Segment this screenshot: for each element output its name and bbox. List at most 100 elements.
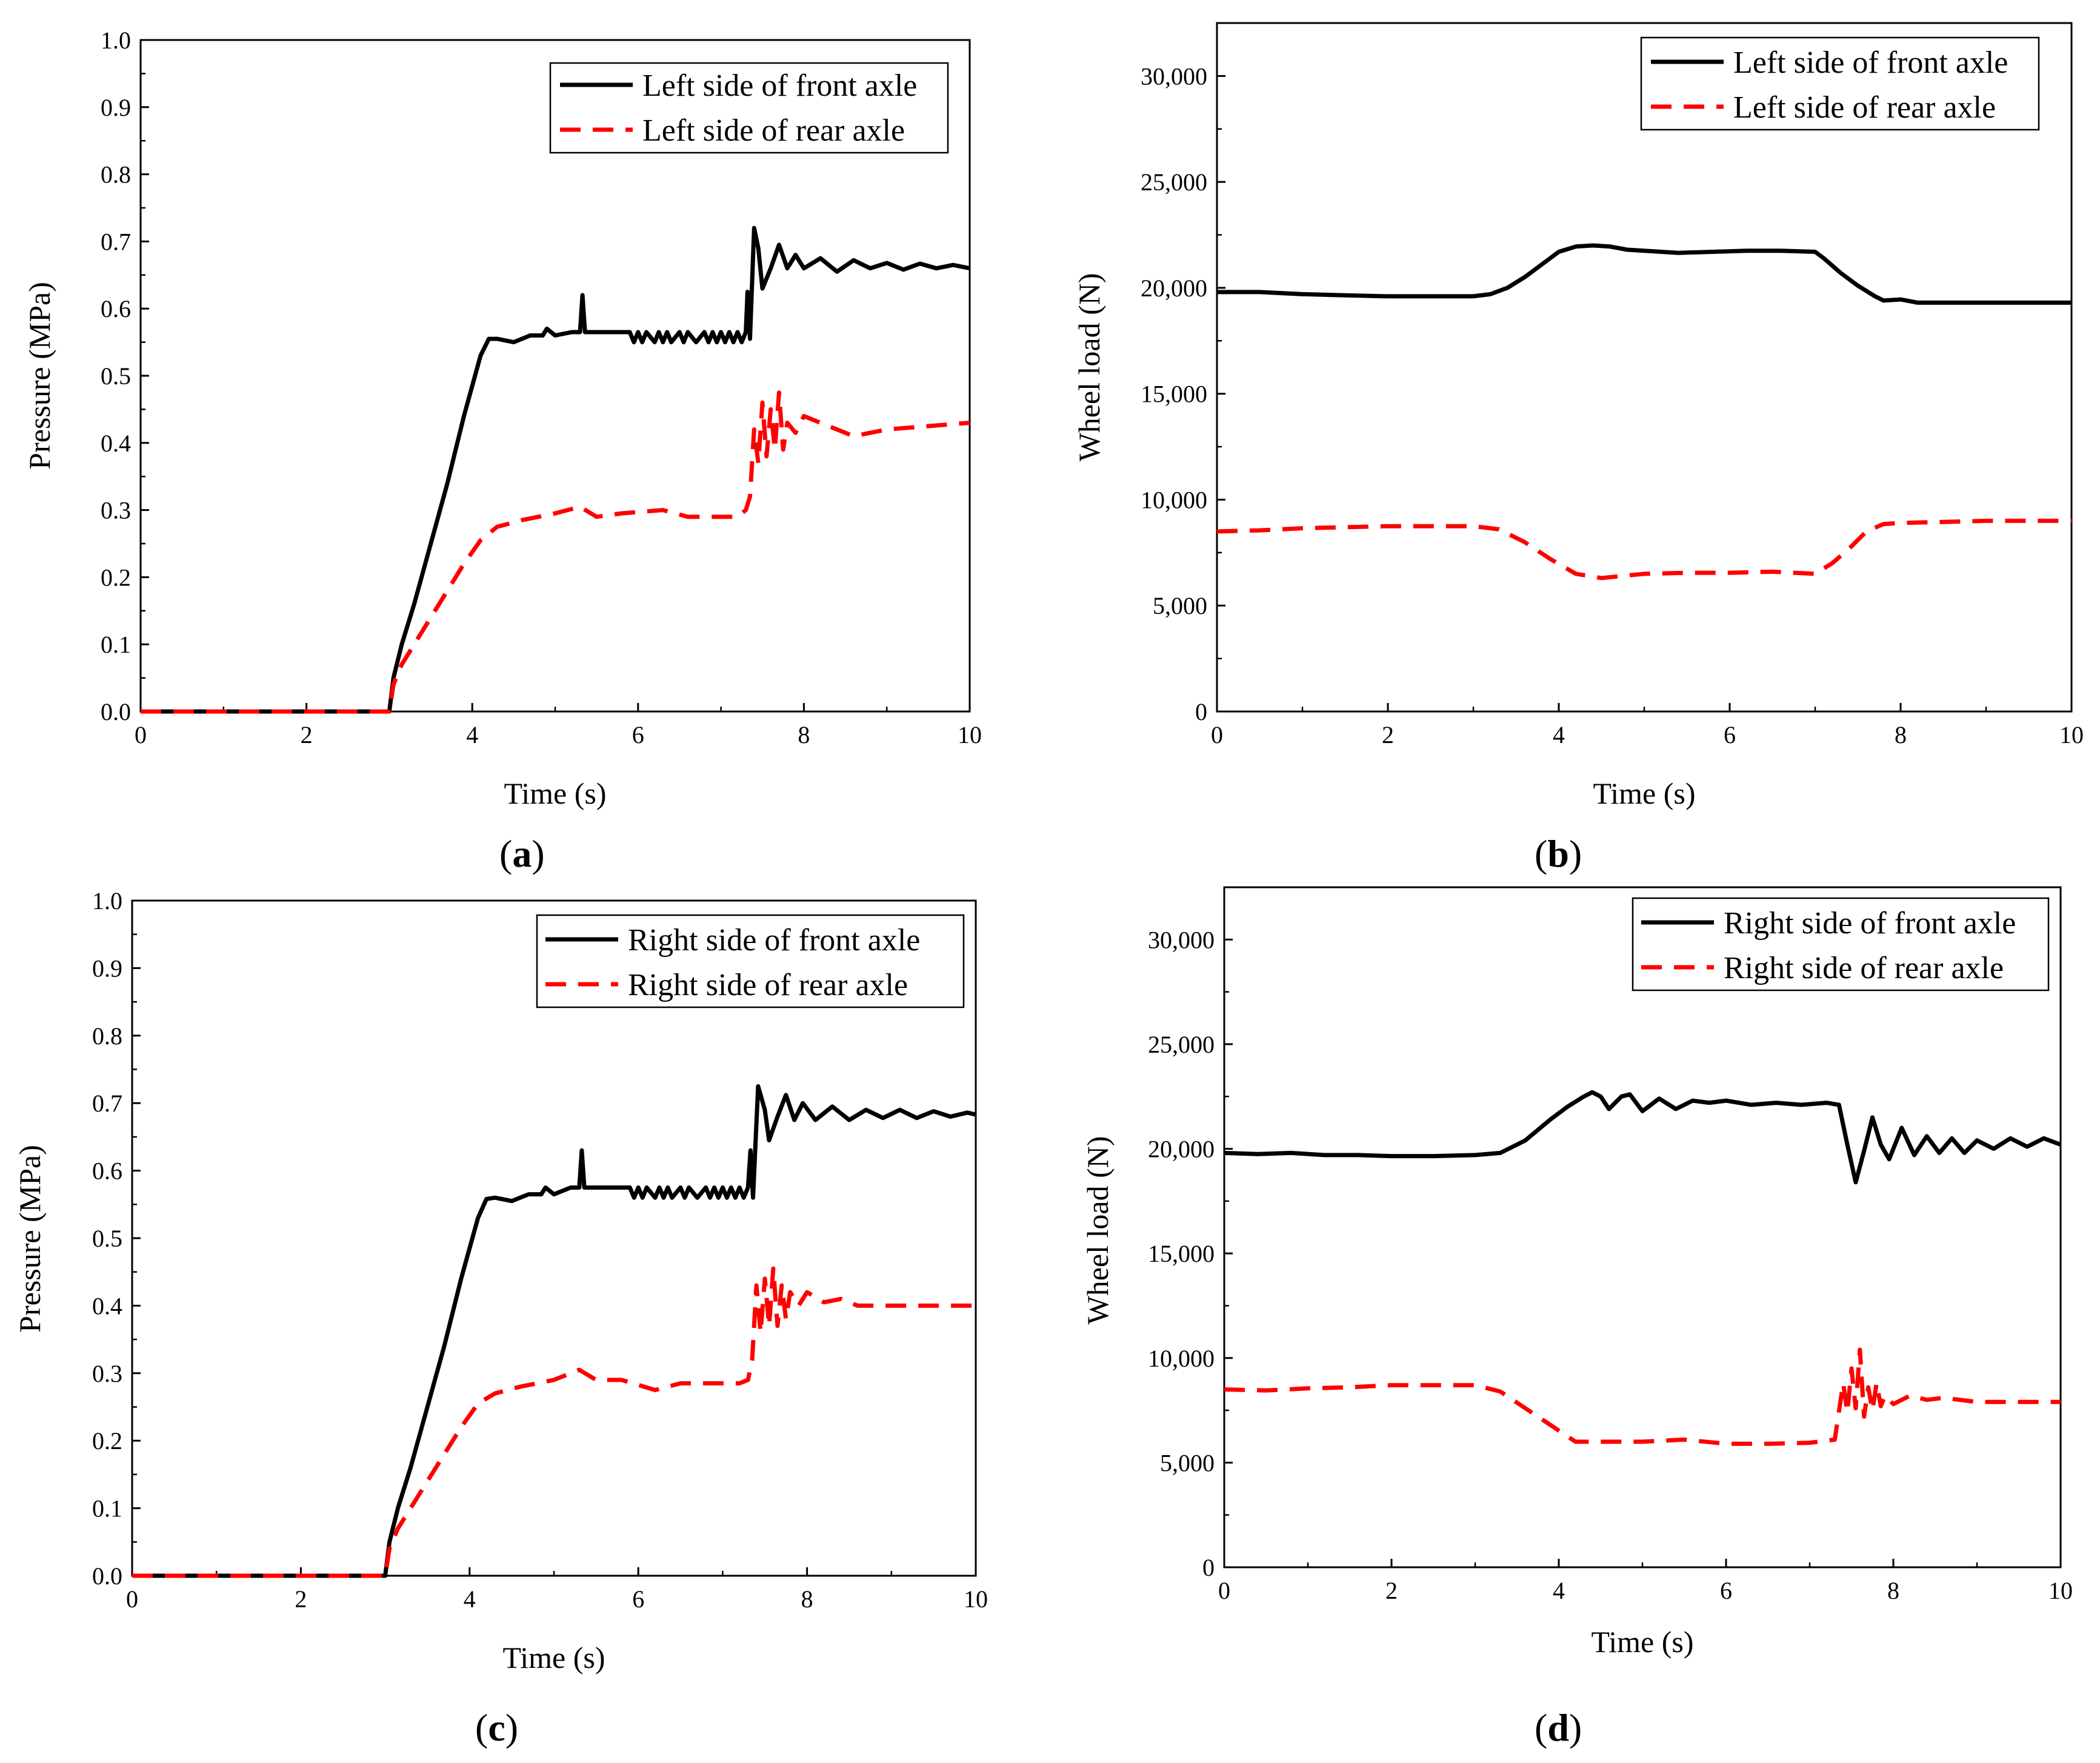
legend-label-front: Right side of front axle [1724,906,2016,941]
chart-panel-b: 0 5,000 10,000 15,000 20,000 25,000 30,000 0 2 4… [1050,0,2100,880]
legend-label-front: Right side of front axle [628,923,920,958]
x-tick-label: 10 [964,1585,988,1613]
panel-label: (d) [1535,1706,1582,1749]
series-group [141,225,970,714]
x-tick-label: 0 [1218,1577,1230,1604]
legend-label-front: Left side of front axle [1733,45,2008,80]
y-tick-label: 1.0 [92,887,122,915]
x-ticks: 0 2 4 6 8 10 [1211,703,2084,748]
y-tick-label: 0.7 [92,1090,122,1117]
y-tick-label: 30,000 [1141,62,1207,90]
x-tick-label: 0 [1211,721,1223,748]
series-line-rear-axle [141,390,970,714]
y-tick-label: 0.5 [92,1225,122,1252]
y-tick-label: 15,000 [1148,1240,1215,1267]
y-ticks: 0.0 0.1 0.2 0.3 0.4 0.5 0.6 0.7 0.8 0.9 1.0 [101,27,149,725]
y-tick-label: 25,000 [1141,168,1207,196]
y-tick-label: 1.0 [101,27,131,54]
y-tick-label: 0.2 [101,564,131,591]
x-ticks: 0 2 4 6 8 10 [1218,1559,2073,1604]
x-axis-label: Time (s) [502,1641,605,1675]
chart-b-svg: 0 5,000 10,000 15,000 20,000 25,000 30,000 0 2 4… [1072,22,2084,875]
legend-box [1640,36,2040,131]
legend-box [536,914,965,1008]
chart-c-svg: 0.0 0.1 0.2 0.3 0.4 0.5 0.6 0.7 0.8 0.9 1.0 0 2 4 6 8 1… [13,887,988,1749]
y-axis-label: Pressure (MPa) [13,1145,47,1333]
y-ticks: 0 5,000 10,000 15,000 20,000 25,000 30,000 [1148,926,1233,1581]
legend: Left side of front axle Left side of rea… [1640,36,2040,131]
series-group [1216,243,2072,581]
x-axis-label: Time (s) [1593,776,1695,810]
x-tick-label: 8 [801,1585,813,1613]
x-tick-label: 2 [1382,721,1394,748]
y-tick-label: 0.1 [92,1495,122,1522]
y-ticks: 0.0 0.1 0.2 0.3 0.4 0.5 0.6 0.7 0.8 0.9 1.0 [92,887,141,1590]
y-tick-label: 0.5 [101,362,131,390]
legend-label-rear: Right side of rear axle [628,968,908,1002]
x-tick-label: 2 [301,721,313,748]
y-tick-label: 0.4 [92,1292,122,1319]
y-axis-label: Wheel load (N) [1081,1136,1115,1325]
chart-panel-c: 0.0 0.1 0.2 0.3 0.4 0.5 0.6 0.7 0.8 0.9 1.0 0 2 4 6 8 1… [0,880,1050,1760]
series-line-front-axle [1217,243,2072,305]
x-tick-label: 0 [135,721,147,748]
series-line-front-axle [1224,1090,2062,1185]
chart-a-svg: 0.0 0.1 0.2 0.3 0.4 0.5 0.6 0.7 0.8 0.9 1.0 0 2 4 6 8 1… [22,27,982,875]
x-tick-label: 10 [2059,721,2084,748]
panel-label: (b) [1535,832,1582,875]
x-ticks: 0 2 4 6 8 10 [135,703,982,748]
y-tick-label: 30,000 [1148,926,1215,953]
y-tick-label: 0.4 [101,430,131,457]
y-tick-label: 0 [1195,698,1207,725]
y-tick-label: 15,000 [1141,381,1207,408]
x-tick-label: 6 [1724,721,1736,748]
y-tick-label: 0.9 [92,955,122,982]
y-axis-label: Wheel load (N) [1072,273,1106,462]
x-tick-label: 4 [1553,1577,1565,1604]
legend-label-rear: Left side of rear axle [1733,90,1996,125]
legend-label-rear: Right side of rear axle [1724,951,2004,985]
series-line-rear-axle [1224,1347,2061,1446]
y-tick-label: 0.9 [101,94,131,121]
x-tick-label: 6 [632,721,644,748]
x-tick-label: 10 [958,721,982,748]
panel-label: (a) [499,832,545,875]
x-tick-label: 8 [1887,1577,1899,1604]
legend: Right side of front axle Right side of r… [536,914,965,1008]
y-tick-label: 5,000 [1153,592,1207,619]
x-axis-label: Time (s) [504,776,606,810]
y-tick-label: 0.0 [101,698,131,725]
series-group [132,1084,976,1578]
y-tick-label: 10,000 [1141,486,1207,513]
y-tick-label: 20,000 [1141,275,1207,302]
y-axis-label: Pressure (MPa) [22,282,56,470]
y-tick-label: 5,000 [1160,1449,1215,1476]
y-tick-label: 0.1 [101,631,131,658]
y-tick-label: 0.2 [92,1427,122,1455]
x-axis-label: Time (s) [1591,1625,1693,1659]
y-tick-label: 0.6 [101,295,131,322]
x-tick-label: 4 [466,721,478,748]
series-line-rear-axle [132,1266,976,1578]
x-tick-label: 4 [464,1585,476,1613]
legend: Right side of front axle Right side of r… [1632,897,2050,991]
legend-box [1632,897,2050,991]
y-tick-label: 0.3 [92,1360,122,1387]
legend: Left side of front axle Left side of rea… [549,62,949,154]
x-tick-label: 6 [1720,1577,1732,1604]
series-line-rear-axle [1216,518,2072,581]
x-tick-label: 2 [295,1585,307,1613]
y-tick-label: 0.6 [92,1158,122,1185]
y-tick-label: 0.8 [101,161,131,188]
legend-label-front: Left side of front axle [642,68,917,103]
y-tick-label: 0.0 [92,1562,122,1590]
y-tick-label: 0.7 [101,228,131,255]
chart-panel-d: 0 5,000 10,000 15,000 20,000 25,000 30,000 0 2 4… [1050,880,2100,1760]
chart-panel-a: 0.0 0.1 0.2 0.3 0.4 0.5 0.6 0.7 0.8 0.9 1.0 0 2 4 6 8 1… [0,0,1050,880]
y-tick-label: 0 [1202,1554,1215,1581]
y-tick-label: 0.3 [101,497,131,524]
series-line-front-axle [132,1084,976,1578]
series-group [1224,1090,2062,1446]
panel-label: (c) [475,1706,518,1749]
x-tick-label: 10 [2048,1577,2073,1604]
